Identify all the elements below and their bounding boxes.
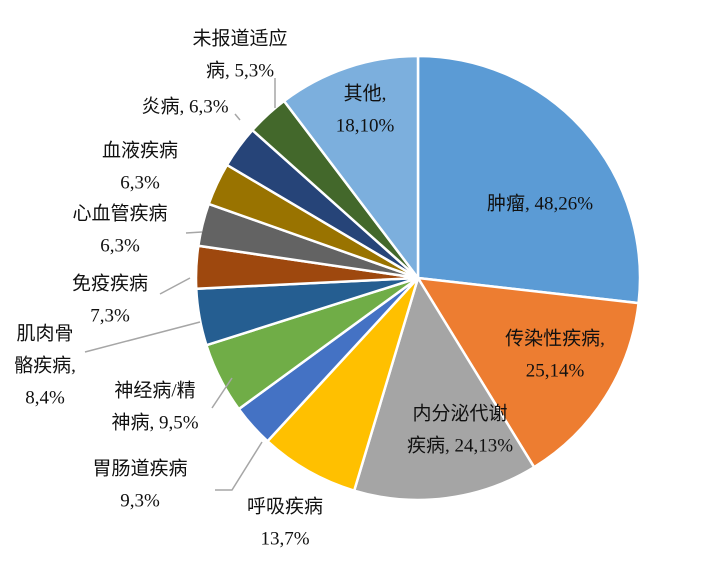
data-label: 6,3% — [120, 172, 160, 193]
pie-slice — [415, 276, 640, 469]
pie-slice — [282, 54, 420, 282]
data-label: 传染性疾病, — [505, 327, 605, 349]
data-label: 免疫疾病 — [72, 272, 148, 294]
data-label: 神病, 9,5% — [111, 411, 198, 433]
data-label: 疾病, 24,13% — [407, 434, 513, 456]
data-label: 其他, — [344, 82, 387, 104]
data-label: 骼疾病, — [14, 354, 76, 376]
data-label: 心血管疾病 — [72, 202, 167, 224]
pie-slice — [265, 277, 420, 493]
data-label: 肿瘤, 48,26% — [487, 192, 593, 214]
data-label: 未报道适应 — [192, 27, 287, 49]
data-label: 呼吸疾病 — [247, 495, 323, 517]
data-label: 内分泌代谢 — [412, 402, 507, 424]
pie-slice — [416, 54, 642, 305]
data-label: 18,10% — [336, 115, 395, 136]
data-label: 血液疾病 — [102, 139, 178, 161]
data-label: 7,3% — [90, 305, 130, 326]
pie-slice — [352, 274, 536, 502]
leader-line — [84, 321, 201, 353]
data-label: 25,14% — [526, 360, 585, 381]
leader-line — [159, 277, 191, 295]
data-label: 炎病, 6,3% — [141, 95, 228, 117]
data-label: 9,3% — [120, 490, 160, 511]
data-label: 6,3% — [100, 235, 140, 256]
leader-line — [215, 441, 263, 491]
leader-line — [234, 113, 241, 121]
data-label: 8,4% — [25, 387, 65, 408]
data-label: 肌肉骨 — [16, 322, 73, 344]
leader-line — [185, 231, 203, 234]
leader-line — [211, 377, 233, 409]
data-label: 病, 5,3% — [206, 59, 274, 81]
data-label: 13,7% — [260, 528, 309, 549]
data-label: 胃肠道疾病 — [92, 457, 187, 479]
data-label: 神经病/精 — [114, 379, 195, 401]
